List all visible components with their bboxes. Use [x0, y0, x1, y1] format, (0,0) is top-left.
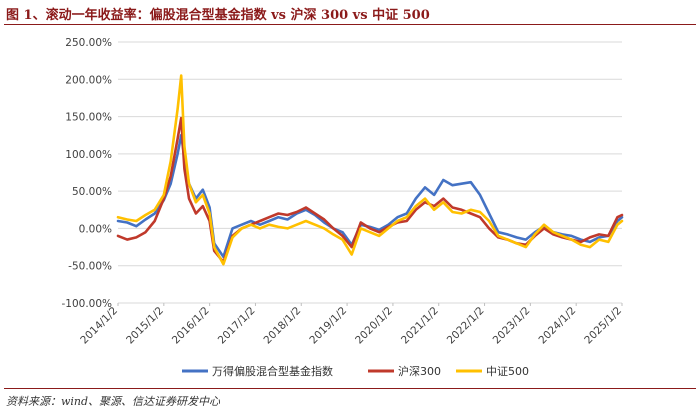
x-tick-label: 2019/1/2: [307, 305, 349, 347]
x-tick-label: 2018/1/2: [262, 305, 304, 347]
legend: 万得偏股混合型基金指数 沪深300 中证500: [182, 364, 529, 378]
series-lines: [116, 74, 624, 266]
y-tick-label: -50.00%: [68, 261, 112, 273]
y-tick-label: -100.00%: [61, 298, 112, 310]
x-tick-label: 2023/1/2: [491, 305, 533, 347]
y-tick-label: 50.00%: [72, 186, 112, 198]
x-tick-label: 2021/1/2: [399, 305, 441, 347]
x-tick-label: 2017/1/2: [216, 305, 258, 347]
chart-title: 图 1、滚动一年收益率：偏股混合型基金指数 vs 沪深 300 vs 中证 50…: [6, 8, 430, 23]
source-note: 资料来源：wind、聚源、信达证券研发中心: [6, 395, 221, 408]
y-tick-label: 0.00%: [79, 223, 112, 235]
rolling-return-chart: -100.00% -50.00% 0.00% 50.00% 100.00% 150.00%…: [61, 37, 624, 378]
legend-label-1: 沪深300: [398, 364, 441, 378]
series-line-2: [116, 74, 624, 266]
gridlines: [118, 41, 622, 304]
y-axis: -100.00% -50.00% 0.00% 50.00% 100.00% 150.00%…: [61, 37, 112, 310]
series-line-1: [116, 116, 624, 264]
y-tick-label: 200.00%: [65, 74, 112, 86]
y-tick-label: 100.00%: [65, 149, 112, 161]
y-tick-label: 150.00%: [65, 112, 112, 124]
footer-rule: [4, 388, 696, 389]
x-tick-label: 2024/1/2: [536, 305, 578, 347]
title-rule: [4, 24, 696, 25]
x-tick-label: 2025/1/2: [582, 305, 624, 347]
x-tick-label: 2015/1/2: [124, 305, 166, 347]
x-tick-label: 2014/1/2: [78, 305, 120, 347]
y-tick-label: 250.00%: [65, 37, 112, 49]
x-tick-label: 2016/1/2: [170, 305, 212, 347]
x-axis: 2014/1/2 2015/1/2 2016/1/2 2017/1/2 2018/1/2…: [78, 303, 624, 346]
legend-label-0: 万得偏股混合型基金指数: [212, 364, 333, 378]
legend-label-2: 中证500: [486, 365, 529, 378]
x-tick-label: 2020/1/2: [353, 305, 395, 347]
x-tick-label: 2022/1/2: [445, 305, 487, 347]
